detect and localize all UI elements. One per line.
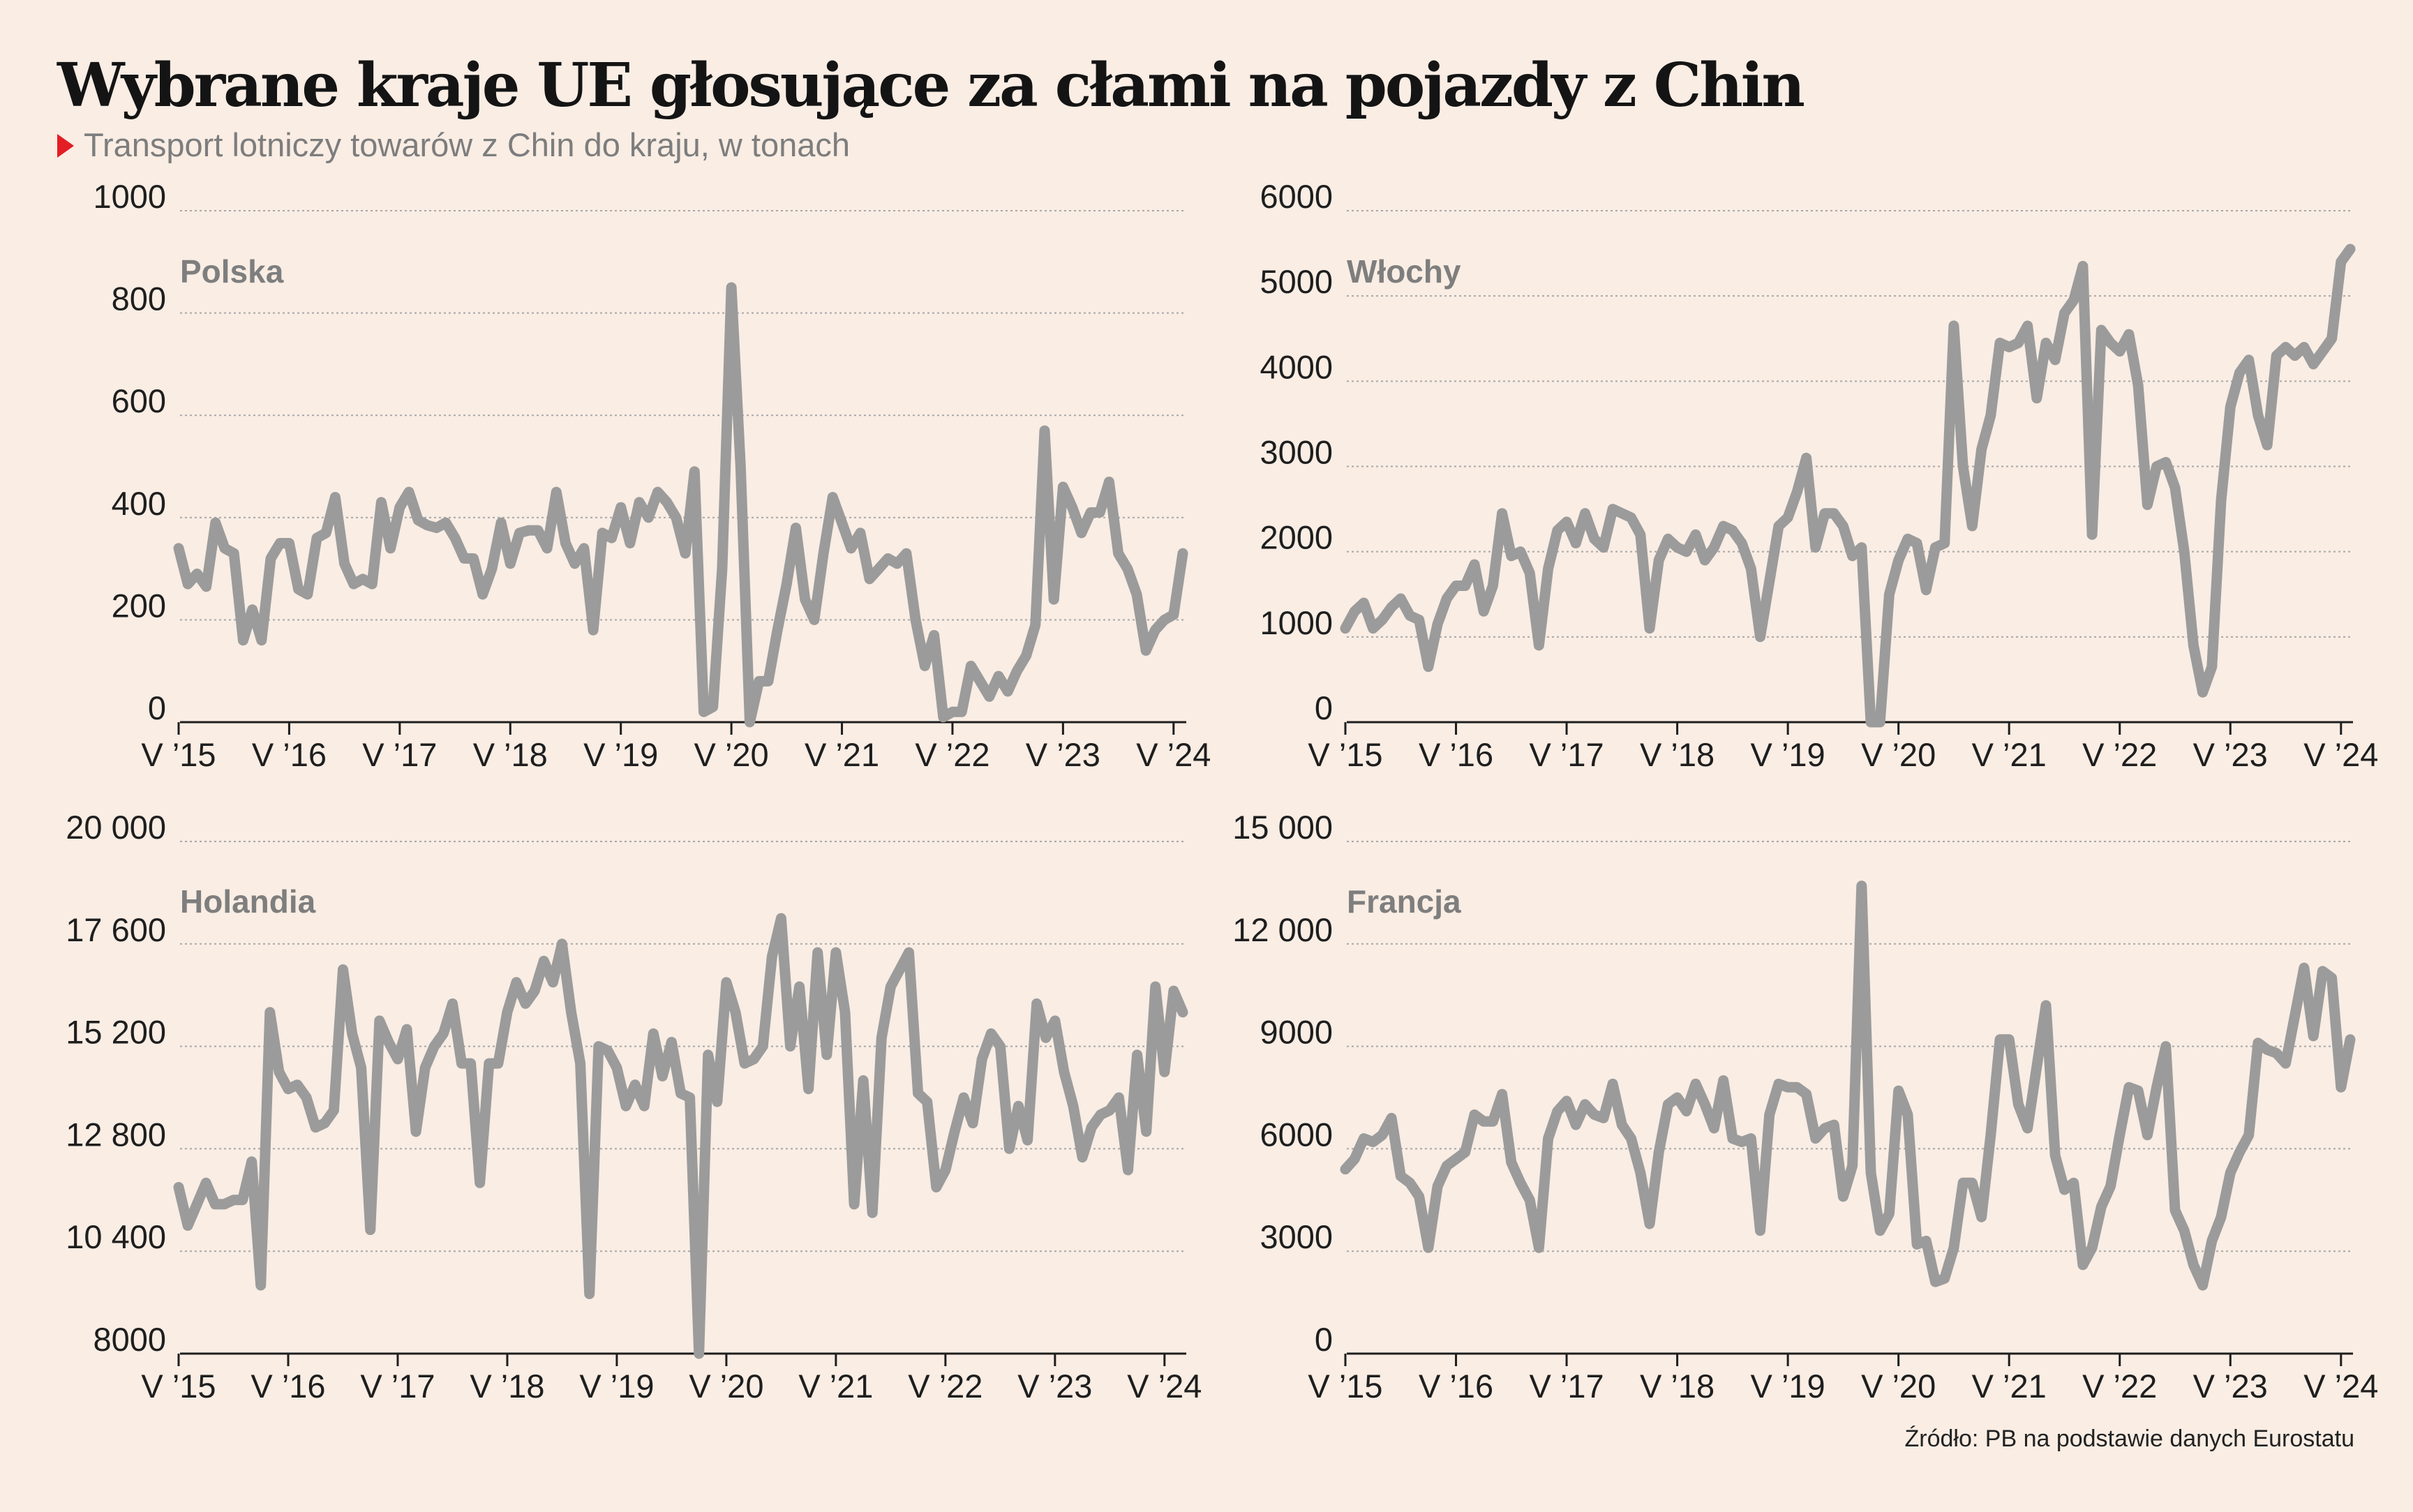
y-tick-label: 6000 (1260, 1116, 1333, 1153)
chart-title: Wybrane kraje UE głosujące za cłami na p… (57, 50, 1805, 121)
panel-label: Włochy (1347, 253, 1461, 290)
x-tick-label: V ’18 (1640, 1368, 1714, 1405)
red-triangle-icon (57, 134, 74, 158)
series-line (173, 282, 1188, 728)
y-tick-label: 17 600 (66, 911, 166, 948)
x-tick-label: V ’22 (2082, 736, 2157, 773)
x-tick-label: V ’18 (470, 1368, 544, 1405)
y-tick-label: 0 (1315, 1321, 1333, 1358)
chart-subtitle: Transport lotniczy towarów z Chin do kra… (57, 126, 850, 164)
x-tick-label: V ’24 (2303, 1368, 2378, 1405)
x-tick-label: V ’18 (473, 736, 548, 773)
x-tick-label: V ’23 (1017, 1368, 1092, 1405)
chart-panel-włochy: 0 1000 2000 3000 4000 5000 6000 V ’15 V ’16 V ’17… (1260, 178, 2378, 773)
x-tick-label: V ’18 (1640, 736, 1714, 773)
y-tick-label: 2000 (1260, 519, 1333, 556)
x-tick-label: V ’22 (915, 736, 989, 773)
series-line (1340, 244, 2356, 728)
y-tick-label: 3000 (1260, 1218, 1333, 1255)
x-tick-label: V ’20 (694, 736, 769, 773)
y-tick-label: 0 (148, 689, 166, 726)
y-tick-label: 12 000 (1232, 911, 1333, 948)
panel-label: Francja (1347, 883, 1461, 920)
y-tick-label: 6000 (1260, 178, 1333, 215)
y-tick-label: 600 (112, 382, 166, 419)
y-tick-label: 20 000 (66, 809, 166, 846)
x-tick-label: V ’21 (1972, 736, 2047, 773)
x-tick-label: V ’21 (805, 736, 879, 773)
panel-label: Polska (180, 253, 284, 290)
y-tick-label: 200 (112, 587, 166, 624)
y-tick-label: 400 (112, 485, 166, 522)
series-line (173, 913, 1188, 1359)
panel-label: Holandia (180, 883, 316, 920)
chart-panel-polska: 0 200 400 600 800 1000 V ’15 V ’16 V ’17 V ’18 V ’… (93, 178, 1211, 773)
x-tick-label: V ’15 (1308, 1368, 1382, 1405)
subtitle-text: Transport lotniczy towarów z Chin do kra… (84, 126, 851, 163)
x-tick-label: V ’19 (583, 736, 658, 773)
x-tick-label: V ’16 (251, 1368, 325, 1405)
x-tick-label: V ’17 (1529, 1368, 1604, 1405)
x-tick-label: V ’23 (2193, 1368, 2268, 1405)
series-line (1340, 881, 2356, 1291)
x-tick-label: V ’22 (908, 1368, 983, 1405)
x-tick-label: V ’21 (1972, 1368, 2047, 1405)
x-tick-label: V ’20 (689, 1368, 763, 1405)
x-tick-label: V ’16 (1419, 736, 1493, 773)
y-tick-label: 5000 (1260, 263, 1333, 300)
x-tick-label: V ’19 (579, 1368, 654, 1405)
x-tick-label: V ’16 (252, 736, 327, 773)
x-tick-label: V ’16 (1419, 1368, 1493, 1405)
y-tick-label: 15 200 (66, 1014, 166, 1051)
x-tick-label: V ’19 (1751, 1368, 1825, 1405)
y-tick-label: 10 400 (66, 1218, 166, 1255)
x-tick-label: V ’17 (360, 1368, 435, 1405)
chart-panel-francja: 0 3000 6000 9000 12 000 15 000 V ’15 V ’16 V ’17… (1232, 809, 2378, 1405)
y-tick-label: 1000 (1260, 604, 1333, 641)
y-tick-label: 1000 (93, 178, 166, 215)
y-tick-label: 4000 (1260, 348, 1333, 385)
y-tick-label: 12 800 (66, 1116, 166, 1153)
x-tick-label: V ’21 (798, 1368, 873, 1405)
x-tick-label: V ’23 (1026, 736, 1100, 773)
x-tick-label: V ’20 (1861, 736, 1936, 773)
x-tick-label: V ’15 (1308, 736, 1382, 773)
x-tick-label: V ’17 (362, 736, 437, 773)
x-tick-label: V ’20 (1861, 1368, 1936, 1405)
chart-panel-holandia: 8000 10 400 12 800 15 200 17 600 20 000 V ’15 V… (66, 809, 1202, 1405)
y-tick-label: 3000 (1260, 434, 1333, 471)
y-tick-label: 8000 (93, 1321, 166, 1358)
x-tick-label: V ’24 (2303, 736, 2378, 773)
source-note: Źródło: PB na podstawie danych Eurostatu (1904, 1425, 2355, 1452)
y-tick-label: 800 (112, 280, 166, 317)
x-tick-label: V ’23 (2193, 736, 2268, 773)
y-tick-label: 9000 (1260, 1014, 1333, 1051)
x-tick-label: V ’15 (141, 1368, 216, 1405)
y-tick-label: 0 (1315, 689, 1333, 726)
x-tick-label: V ’19 (1751, 736, 1825, 773)
x-tick-label: V ’17 (1529, 736, 1604, 773)
x-tick-label: V ’15 (141, 736, 216, 773)
y-tick-label: 15 000 (1232, 809, 1333, 846)
x-tick-label: V ’22 (2082, 1368, 2157, 1405)
x-tick-label: V ’24 (1127, 1368, 1202, 1405)
x-tick-label: V ’24 (1136, 736, 1211, 773)
